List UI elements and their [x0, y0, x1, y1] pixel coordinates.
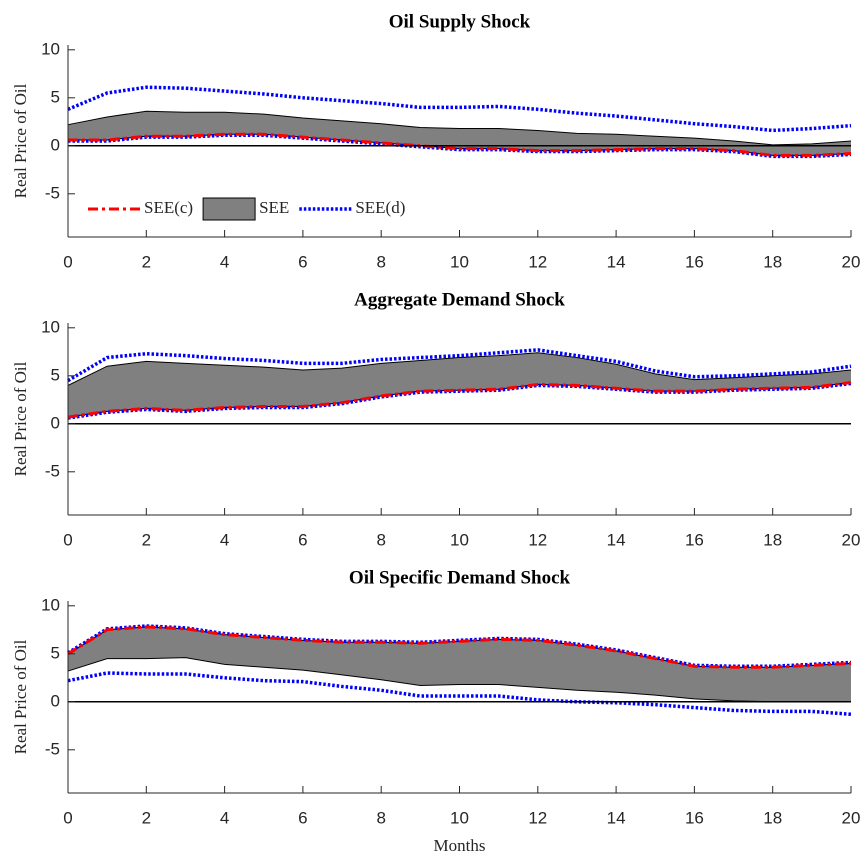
x-tick-label: 12 — [528, 808, 547, 827]
y-tick-label: 10 — [41, 39, 60, 58]
x-tick-label: 6 — [298, 808, 307, 827]
y-axis-label: Real Price of Oil — [11, 361, 30, 476]
y-tick-label: 5 — [51, 643, 60, 662]
y-axis-label: Real Price of Oil — [11, 83, 30, 198]
series-line — [68, 132, 852, 157]
x-tick-label: 8 — [376, 530, 385, 549]
x-tick-label: 14 — [607, 252, 626, 271]
series-line — [67, 381, 852, 419]
x-tick-label: 8 — [376, 808, 385, 827]
x-tick-label: 0 — [63, 252, 72, 271]
x-tick-label: 18 — [763, 808, 782, 827]
y-tick-label: 5 — [51, 365, 60, 384]
band-edge — [67, 110, 852, 146]
series-line — [67, 624, 852, 669]
y-tick-label: 0 — [51, 691, 60, 710]
y-tick-label: -5 — [45, 461, 60, 480]
x-tick-label: 18 — [763, 530, 782, 549]
x-tick-label: 2 — [142, 252, 151, 271]
legend-label: SEE — [259, 198, 289, 217]
band-edge — [67, 657, 851, 703]
x-tick-label: 8 — [376, 252, 385, 271]
x-tick-label: 0 — [63, 808, 72, 827]
x-tick-label: 4 — [220, 252, 229, 271]
y-tick-label: 10 — [41, 595, 60, 614]
chart-title: Oil Specific Demand Shock — [349, 567, 571, 588]
x-tick-label: 18 — [763, 252, 782, 271]
x-tick-label: 14 — [607, 808, 626, 827]
x-tick-label: 0 — [63, 530, 72, 549]
x-tick-label: 6 — [298, 530, 307, 549]
x-tick-label: 16 — [685, 252, 704, 271]
band-area — [68, 352, 851, 418]
x-tick-label: 20 — [842, 252, 861, 271]
x-axis-label: Months — [434, 836, 486, 855]
y-tick-label: -5 — [45, 183, 60, 202]
x-tick-label: 4 — [220, 808, 229, 827]
series-line — [67, 625, 852, 669]
x-tick-label: 10 — [450, 808, 469, 827]
x-tick-label: 14 — [607, 530, 626, 549]
x-tick-label: 12 — [528, 530, 547, 549]
legend-label: SEE(d) — [355, 198, 405, 217]
band-area — [68, 111, 851, 156]
x-tick-label: 20 — [842, 530, 861, 549]
series-line — [67, 671, 852, 717]
y-tick-label: -5 — [45, 739, 60, 758]
x-tick-label: 16 — [685, 808, 704, 827]
x-tick-label: 16 — [685, 530, 704, 549]
band-area — [68, 626, 851, 702]
band-edge — [67, 352, 852, 386]
series-line — [67, 348, 852, 383]
x-tick-label: 2 — [142, 530, 151, 549]
x-tick-label: 10 — [450, 530, 469, 549]
y-axis-label: Real Price of Oil — [11, 639, 30, 754]
legend-swatch — [202, 197, 256, 221]
x-tick-label: 12 — [528, 252, 547, 271]
x-tick-label: 20 — [842, 808, 861, 827]
chart-title: Aggregate Demand Shock — [354, 289, 565, 310]
y-tick-label: 5 — [51, 87, 60, 106]
x-tick-label: 10 — [450, 252, 469, 271]
chart-title: Oil Supply Shock — [389, 11, 531, 32]
legend-label: SEE(c) — [144, 198, 193, 217]
x-tick-label: 4 — [220, 530, 229, 549]
y-tick-label: 10 — [41, 317, 60, 336]
series-line — [67, 85, 852, 133]
x-tick-label: 2 — [142, 808, 151, 827]
x-tick-label: 6 — [298, 252, 307, 271]
y-tick-label: 0 — [51, 413, 60, 432]
y-tick-label: 0 — [51, 135, 60, 154]
